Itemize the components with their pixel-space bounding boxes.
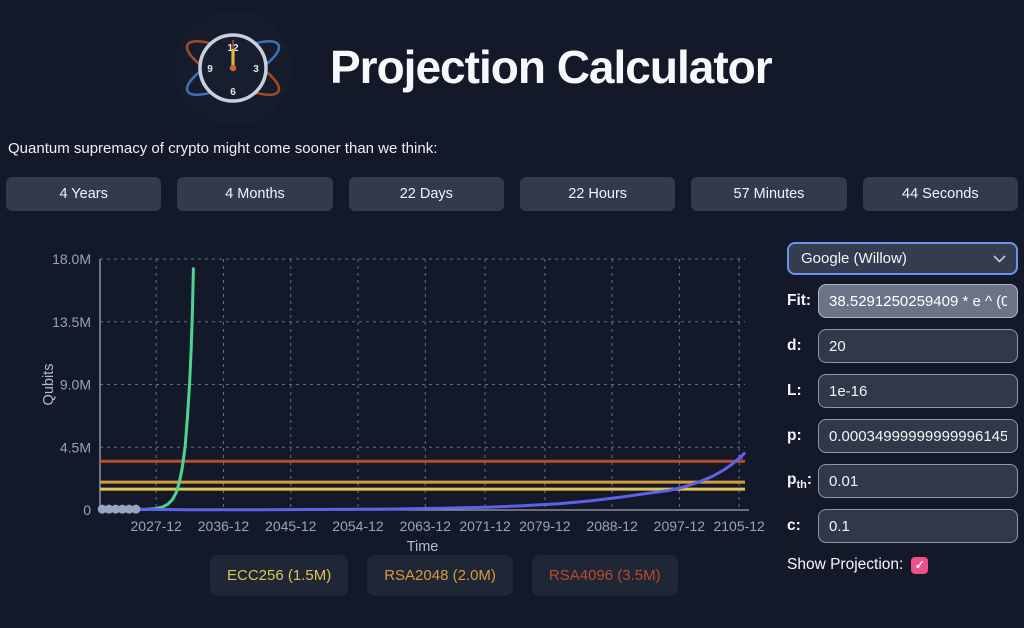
show-projection-label: Show Projection:	[787, 556, 904, 573]
countdown-minutes-button[interactable]: 57 Minutes	[691, 177, 847, 211]
pth-row: pth:	[787, 464, 1018, 498]
countdown-years-button[interactable]: 4 Years	[6, 177, 162, 211]
svg-text:2088-12: 2088-12	[586, 518, 638, 534]
svg-text:0: 0	[83, 502, 91, 518]
parameters-panel: Google (Willow) Fit: d: L: p: pth: c: Sh…	[787, 242, 1018, 574]
svg-text:6: 6	[230, 87, 236, 98]
p-input[interactable]	[818, 419, 1018, 453]
d-label: d:	[787, 337, 802, 354]
page-title: Projection Calculator	[330, 41, 773, 93]
d-input[interactable]	[818, 329, 1018, 363]
subtitle-text: Quantum supremacy of crypto might come s…	[8, 140, 438, 157]
svg-text:2054-12: 2054-12	[332, 518, 384, 534]
svg-text:2071-12: 2071-12	[459, 518, 511, 534]
chart-legend: ECC256 (1.5M) RSA2048 (2.0M) RSA4096 (3.…	[210, 555, 678, 596]
svg-text:2105-12: 2105-12	[713, 518, 765, 534]
countdown-days-button[interactable]: 22 Days	[348, 177, 504, 211]
countdown-hours-button[interactable]: 22 Hours	[519, 177, 676, 211]
svg-text:3: 3	[253, 64, 259, 75]
svg-text:9: 9	[207, 64, 213, 75]
projection-chart: 0 4.5M 9.0M 13.5M 18.0M 2027-12 2036-12 2045-12…	[38, 237, 770, 559]
chart-canvas: 0 4.5M 9.0M 13.5M 18.0M 2027-12 2036-12 2045-12…	[41, 251, 765, 555]
chevron-down-icon	[993, 254, 1006, 263]
countdown-months-button[interactable]: 4 Months	[177, 177, 333, 211]
L-row: L:	[787, 374, 1018, 408]
pth-label: pth:	[787, 470, 813, 492]
svg-text:2036-12: 2036-12	[198, 518, 250, 534]
c-label: c:	[787, 517, 801, 534]
show-projection-row: Show Projection: ✓	[787, 556, 1018, 574]
countdown-seconds-button[interactable]: 44 Seconds	[862, 177, 1018, 211]
fit-label: Fit:	[787, 292, 812, 309]
svg-text:9.0M: 9.0M	[60, 377, 91, 393]
pth-input[interactable]	[818, 464, 1018, 498]
svg-text:Qubits: Qubits	[41, 364, 57, 406]
device-select-value: Google (Willow)	[801, 250, 907, 267]
svg-text:2027-12: 2027-12	[131, 518, 183, 534]
svg-text:Time: Time	[407, 539, 439, 555]
p-label: p:	[787, 427, 802, 444]
d-row: d:	[787, 329, 1018, 363]
fit-input[interactable]	[818, 284, 1018, 318]
legend-ecc256-button[interactable]: ECC256 (1.5M)	[210, 555, 349, 596]
show-projection-checkbox[interactable]: ✓	[911, 556, 929, 574]
c-row: c:	[787, 509, 1018, 543]
svg-text:2079-12: 2079-12	[519, 518, 571, 534]
svg-text:18.0M: 18.0M	[52, 251, 91, 267]
device-select[interactable]: Google (Willow)	[787, 242, 1018, 275]
L-input[interactable]	[818, 374, 1018, 408]
svg-text:2045-12: 2045-12	[265, 518, 317, 534]
legend-rsa2048-button[interactable]: RSA2048 (2.0M)	[367, 555, 513, 596]
svg-text:4.5M: 4.5M	[60, 439, 91, 455]
svg-text:2063-12: 2063-12	[400, 518, 452, 534]
clock-logo-icon: 12 3 6 9	[175, 10, 291, 126]
c-input[interactable]	[818, 509, 1018, 543]
legend-rsa4096-button[interactable]: RSA4096 (3.5M)	[531, 555, 678, 596]
L-label: L:	[787, 382, 802, 399]
countdown-row: 4 Years 4 Months 22 Days 22 Hours 57 Min…	[6, 177, 1018, 211]
fit-row: Fit:	[787, 284, 1018, 318]
svg-text:2097-12: 2097-12	[654, 518, 706, 534]
p-row: p:	[787, 419, 1018, 453]
svg-text:13.5M: 13.5M	[52, 314, 91, 330]
